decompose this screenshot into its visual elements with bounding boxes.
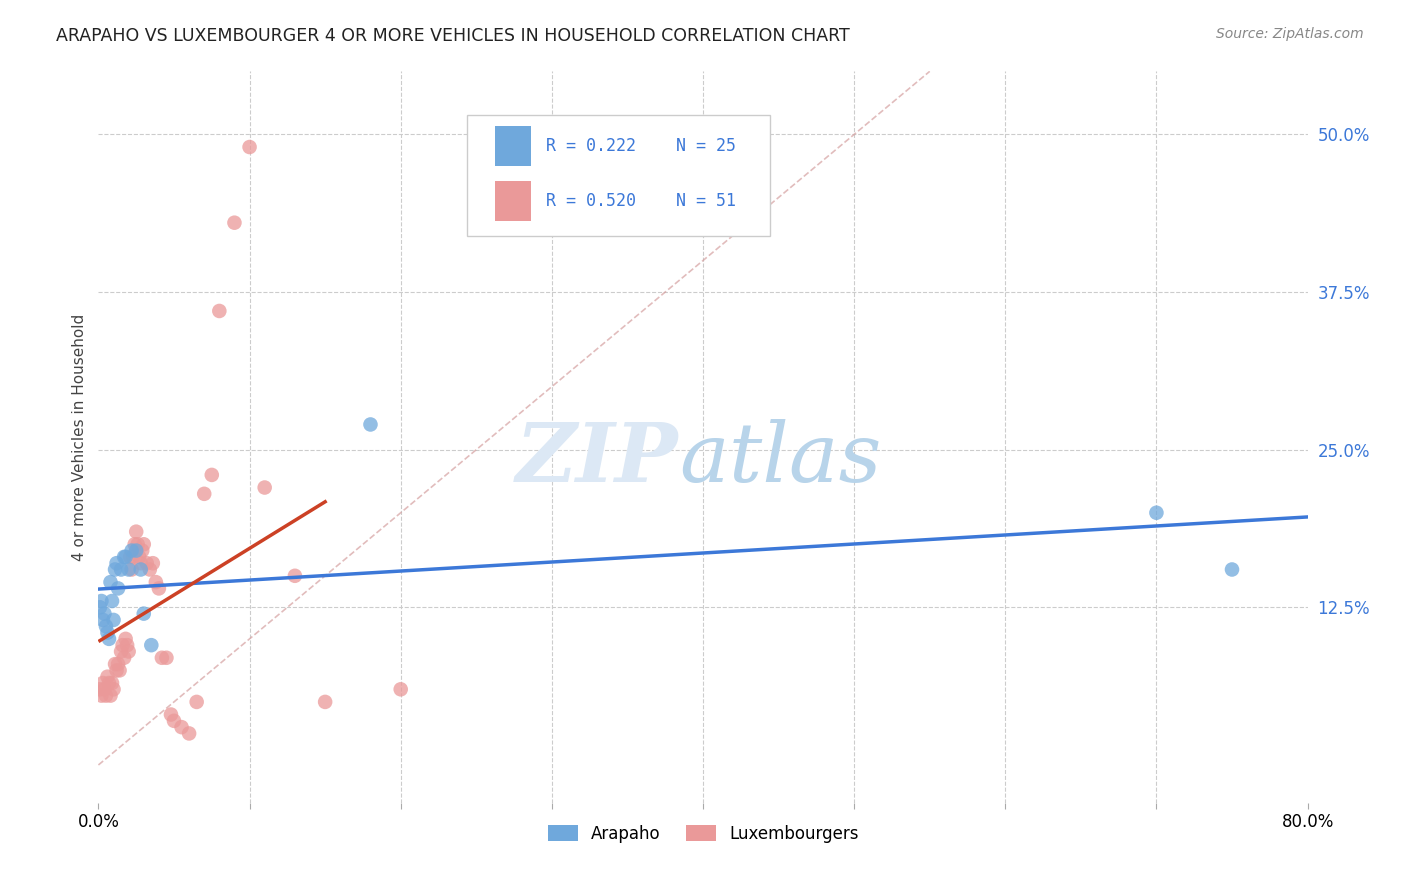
Point — [1220, 562, 1243, 576]
Text: R = 0.222    N = 25: R = 0.222 N = 25 — [546, 137, 735, 155]
Point — [112, 549, 135, 564]
Point — [120, 549, 142, 564]
Point — [89, 600, 111, 615]
Point — [104, 657, 127, 671]
Point — [129, 556, 152, 570]
Point — [129, 562, 152, 576]
Point — [125, 543, 148, 558]
Point — [112, 650, 135, 665]
Point — [131, 543, 153, 558]
Bar — [495, 181, 531, 221]
Point — [100, 575, 122, 590]
Point — [179, 726, 201, 740]
Point — [103, 613, 125, 627]
Point — [93, 607, 115, 621]
Point — [105, 664, 128, 678]
Point — [110, 562, 132, 576]
Point — [93, 682, 115, 697]
Point — [132, 607, 155, 621]
Point — [150, 650, 173, 665]
Point — [163, 714, 186, 728]
Point — [105, 556, 128, 570]
Point — [122, 549, 145, 564]
Point — [108, 664, 131, 678]
Point — [128, 549, 150, 564]
Text: ARAPAHO VS LUXEMBOURGER 4 OR MORE VEHICLES IN HOUSEHOLD CORRELATION CHART: ARAPAHO VS LUXEMBOURGER 4 OR MORE VEHICL… — [56, 27, 851, 45]
Point — [155, 650, 177, 665]
Point — [186, 695, 208, 709]
Point — [91, 613, 114, 627]
Point — [125, 524, 148, 539]
Point — [121, 543, 143, 558]
Text: ZIP: ZIP — [516, 419, 679, 499]
Point — [107, 657, 129, 671]
Point — [284, 569, 307, 583]
Point — [107, 582, 129, 596]
Point — [360, 417, 382, 432]
Point — [114, 549, 136, 564]
Point — [114, 632, 136, 646]
Point — [135, 556, 157, 570]
Point — [160, 707, 183, 722]
Text: R = 0.520    N = 51: R = 0.520 N = 51 — [546, 192, 735, 211]
Point — [118, 644, 141, 658]
Point — [100, 689, 122, 703]
FancyBboxPatch shape — [467, 115, 769, 235]
Point — [127, 537, 149, 551]
Point — [115, 638, 138, 652]
Point — [124, 537, 146, 551]
Point — [389, 682, 412, 697]
Point — [170, 720, 193, 734]
Point — [96, 625, 118, 640]
Point — [132, 537, 155, 551]
Legend: Arapaho, Luxembourgers: Arapaho, Luxembourgers — [541, 818, 865, 849]
Point — [98, 676, 121, 690]
Point — [118, 562, 141, 576]
Point — [193, 487, 215, 501]
Y-axis label: 4 or more Vehicles in Household: 4 or more Vehicles in Household — [72, 313, 87, 561]
Point — [96, 670, 118, 684]
Point — [90, 689, 112, 703]
Point — [94, 689, 117, 703]
Point — [239, 140, 262, 154]
Point — [141, 638, 163, 652]
Text: atlas: atlas — [679, 419, 882, 499]
Point — [103, 682, 125, 697]
Point — [224, 216, 246, 230]
Point — [91, 676, 114, 690]
Point — [139, 562, 162, 576]
Text: Source: ZipAtlas.com: Source: ZipAtlas.com — [1216, 27, 1364, 41]
Point — [148, 582, 170, 596]
Point — [101, 594, 124, 608]
Point — [110, 644, 132, 658]
Point — [208, 304, 231, 318]
Point — [314, 695, 336, 709]
Point — [98, 632, 121, 646]
Point — [90, 594, 112, 608]
Point — [89, 682, 111, 697]
Point — [1144, 506, 1167, 520]
Point — [201, 467, 224, 482]
Point — [111, 638, 134, 652]
Point — [101, 676, 124, 690]
Point — [145, 575, 167, 590]
Point — [121, 562, 143, 576]
Point — [104, 562, 127, 576]
Point — [142, 556, 165, 570]
Point — [253, 481, 276, 495]
Bar — [495, 126, 531, 167]
Point — [94, 619, 117, 633]
